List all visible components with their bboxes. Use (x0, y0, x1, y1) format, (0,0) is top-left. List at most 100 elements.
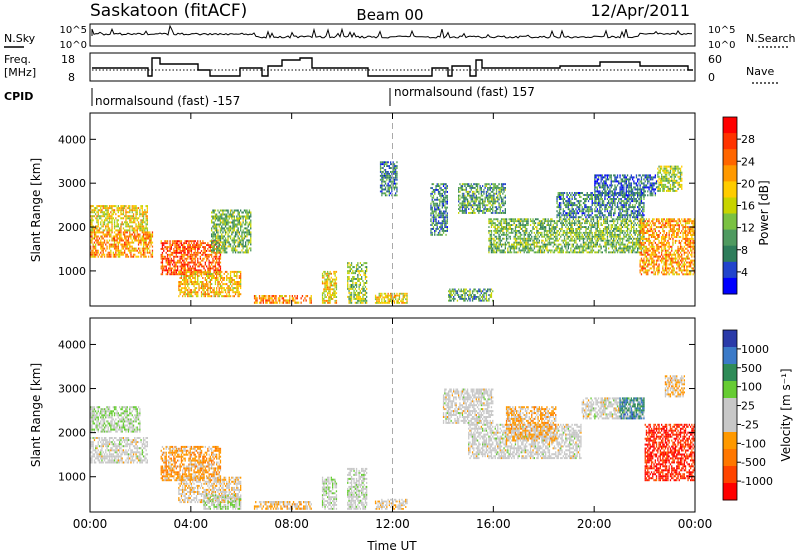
heatmap-cell (489, 243, 491, 246)
heatmap-cell (247, 213, 249, 216)
heatmap-cell (182, 255, 184, 258)
heatmap-cell (358, 284, 360, 286)
heatmap-cell (603, 220, 605, 223)
heatmap-cell (194, 265, 196, 268)
heatmap-cell (391, 302, 393, 304)
heatmap-cell (347, 264, 349, 267)
heatmap-cell (204, 263, 206, 266)
heatmap-cell (117, 247, 119, 250)
heatmap-cell (552, 228, 554, 230)
heatmap-cell (240, 221, 242, 224)
heatmap-cell (613, 237, 615, 240)
heatmap-cell (334, 290, 336, 293)
heatmap-cell (218, 223, 220, 226)
heatmap-cell (146, 211, 148, 214)
heatmap-cell (355, 278, 358, 280)
heatmap-cell (512, 231, 514, 234)
heatmap-cell (212, 251, 214, 254)
heatmap-cell (547, 237, 549, 240)
heatmap-cell (490, 230, 493, 232)
heatmap-cell (567, 251, 569, 254)
heatmap-cell (466, 202, 469, 205)
heatmap-cell (171, 263, 174, 266)
heatmap-cell (177, 259, 179, 262)
heatmap-cell (490, 235, 493, 238)
heatmap-cell (141, 223, 143, 226)
heatmap-cell (218, 225, 220, 228)
heatmap-cell (232, 245, 234, 248)
heatmap-cell (160, 273, 162, 276)
heatmap-cell (190, 251, 193, 254)
heatmap-cell (591, 224, 593, 226)
heatmap-cell (214, 279, 217, 281)
heatmap-cell (170, 248, 172, 250)
heatmap-cell (529, 233, 532, 236)
heatmap-cell (600, 218, 602, 221)
heatmap-cell (395, 178, 397, 181)
heatmap-cell (555, 222, 557, 225)
heatmap-cell (609, 235, 611, 238)
heatmap-cell (594, 245, 596, 248)
heatmap-cell (579, 233, 581, 236)
heatmap-cell (193, 283, 195, 286)
heatmap-cell (245, 221, 247, 224)
heatmap-cell (577, 222, 580, 225)
heatmap-cell (562, 218, 564, 221)
heatmap-cell (388, 172, 390, 175)
heatmap-cell (432, 194, 435, 197)
heatmap-cell (223, 277, 225, 279)
heatmap-cell (187, 281, 189, 283)
heatmap-cell (540, 228, 542, 230)
heatmap-cell (580, 251, 582, 254)
heatmap-cell (185, 271, 188, 274)
heatmap-cell (570, 249, 572, 252)
heatmap-cell (180, 257, 183, 260)
heatmap-cell (180, 277, 183, 279)
heatmap-cell (611, 230, 614, 232)
heatmap-cell (106, 239, 108, 242)
heatmap-cell (490, 245, 493, 248)
heatmap-cell (184, 281, 186, 283)
heatmap-cell (218, 219, 220, 222)
heatmap-cell (534, 241, 537, 244)
heatmap-cell (478, 196, 480, 199)
heatmap-cell (194, 240, 196, 243)
heatmap-cell (117, 249, 119, 252)
heatmap-cell (589, 222, 591, 225)
heatmap-cell (281, 297, 283, 300)
heatmap-cell (580, 224, 582, 226)
heatmap-cell (391, 182, 393, 185)
heatmap-cell (189, 255, 191, 258)
heatmap-cell (538, 231, 540, 234)
heatmap-cell (458, 294, 460, 296)
heatmap-cell (216, 269, 218, 272)
heatmap-cell (592, 218, 595, 221)
heatmap-cell (499, 204, 501, 207)
heatmap-cell (119, 251, 121, 254)
heatmap-cell (609, 251, 611, 254)
heatmap-cell (234, 223, 237, 226)
heatmap-cell (182, 295, 184, 298)
heatmap-cell (516, 245, 518, 248)
heatmap-cell (97, 209, 99, 212)
heatmap-cell (224, 217, 227, 220)
heatmap-cell (580, 226, 582, 228)
heatmap-cell (124, 221, 126, 224)
heatmap-cell (112, 239, 114, 242)
heatmap-cell (594, 231, 596, 234)
heatmap-cell (561, 220, 563, 223)
heatmap-cell (488, 194, 490, 197)
heatmap-cell (353, 293, 355, 296)
heatmap-cell (189, 271, 191, 274)
heatmap-cell (195, 251, 198, 254)
heatmap-cell (127, 241, 130, 244)
heatmap-cell (116, 245, 118, 248)
heatmap-cell (139, 235, 141, 238)
heatmap-cell (495, 192, 498, 195)
heatmap-cell (364, 301, 367, 304)
heatmap-cell (524, 247, 527, 250)
heatmap-cell (117, 245, 119, 248)
heatmap-cell (513, 235, 515, 238)
heatmap-cell (192, 270, 194, 273)
heatmap-cell (229, 215, 232, 218)
